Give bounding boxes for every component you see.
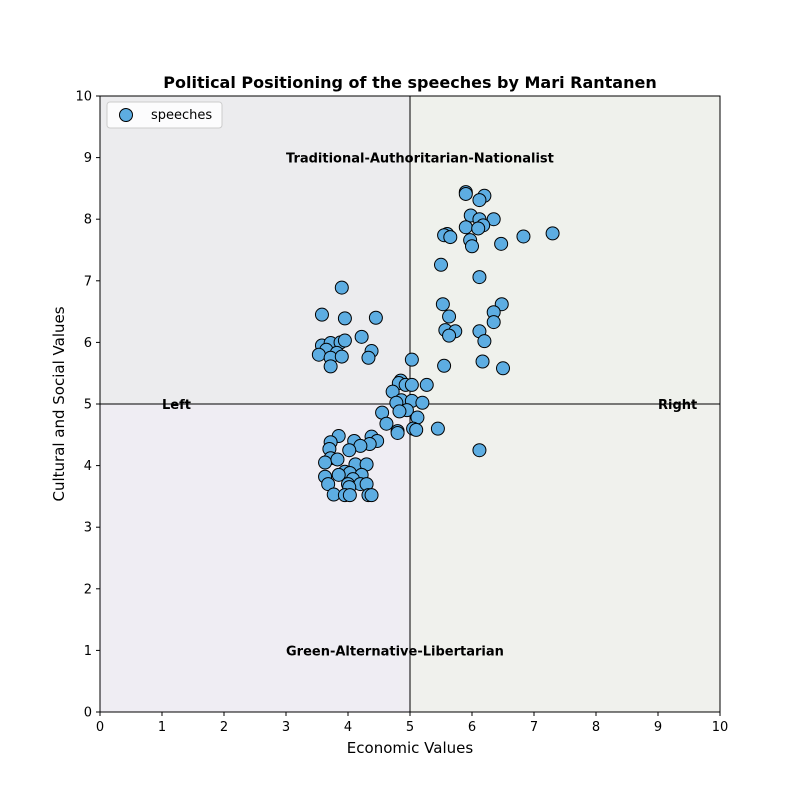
data-point: [443, 230, 458, 245]
data-point: [337, 333, 352, 348]
data-point: [477, 334, 492, 349]
y-tick-label: 3: [84, 521, 92, 536]
y-tick-label: 10: [75, 90, 92, 105]
quadrant-annotations: Traditional-Authoritarian-Nationalist Gre…: [162, 152, 697, 660]
x-tick-label: 4: [344, 720, 352, 735]
x-tick-label: 7: [530, 720, 538, 735]
x-tick-label: 6: [468, 720, 476, 735]
quadrant-backgrounds: [100, 96, 720, 712]
data-point: [318, 455, 333, 470]
x-tick-label: 10: [712, 720, 729, 735]
data-point: [545, 226, 560, 241]
legend-marker: [119, 108, 133, 122]
data-point: [494, 236, 509, 251]
data-point: [379, 416, 394, 431]
data-point: [458, 220, 473, 235]
x-tick-label: 9: [654, 720, 662, 735]
data-point: [472, 193, 487, 208]
data-point: [465, 239, 479, 254]
y-tick-label: 0: [84, 706, 92, 721]
data-point: [415, 395, 430, 410]
quadrant-annotation: Right: [658, 398, 697, 413]
data-point: [361, 350, 376, 365]
data-point: [404, 377, 419, 392]
y-tick-label: 1: [84, 644, 92, 659]
data-point: [334, 349, 349, 364]
data-point: [430, 421, 445, 436]
x-axis-label: Economic Values: [347, 739, 474, 757]
data-point: [472, 443, 487, 458]
y-axis-label: Cultural and Social Values: [50, 306, 68, 501]
data-point: [323, 359, 338, 374]
data-point: [342, 488, 357, 503]
data-point: [311, 347, 326, 362]
data-point: [437, 358, 452, 373]
y-tick-label: 7: [84, 274, 92, 289]
legend-box: [106, 101, 223, 129]
data-point: [337, 311, 352, 326]
x-tick-label: 8: [592, 720, 600, 735]
x-tick-label: 2: [220, 720, 228, 735]
data-point: [486, 315, 501, 330]
data-point: [458, 186, 473, 201]
quadrant-top-right: [410, 96, 720, 404]
data-point: [390, 425, 405, 440]
quadrant-top-left: [100, 96, 410, 404]
data-point: [342, 443, 357, 458]
quadrant-annotation: Left: [162, 398, 191, 413]
quadrant-annotation: Traditional-Authoritarian-Nationalist: [286, 152, 554, 167]
data-point: [471, 221, 486, 236]
x-tick-label: 0: [96, 720, 104, 735]
data-point: [442, 328, 457, 343]
data-point: [392, 404, 407, 419]
quadrant-annotation: Green-Alternative-Libertarian: [286, 644, 504, 659]
x-tick-label: 3: [282, 720, 290, 735]
data-point: [442, 309, 457, 324]
data-point: [516, 229, 531, 244]
data-point: [496, 361, 510, 376]
data-point: [472, 270, 487, 285]
legend: speeches: [106, 101, 223, 129]
data-point: [475, 354, 490, 369]
y-tick-label: 5: [84, 398, 92, 413]
y-tick-label: 4: [84, 459, 92, 474]
data-point: [419, 377, 434, 392]
data-point: [331, 467, 346, 482]
data-point: [368, 310, 383, 325]
y-tick-label: 2: [84, 582, 92, 597]
data-point: [486, 212, 501, 227]
data-point: [409, 422, 424, 437]
data-point: [354, 329, 369, 344]
x-tick-label: 1: [158, 720, 166, 735]
data-point: [364, 488, 379, 503]
quadrant-bottom-left: [100, 404, 410, 712]
y-tick-label: 9: [84, 151, 92, 166]
y-tick-label: 8: [84, 213, 92, 228]
legend-label: speeches: [151, 108, 212, 123]
data-point: [330, 452, 345, 467]
data-point: [434, 257, 448, 272]
data-point: [334, 280, 349, 295]
quadrant-bottom-right: [410, 404, 720, 712]
x-tick-label: 5: [406, 720, 414, 735]
y-axis-ticks: 0 1 2 3 4 5 6 7 8 9 10: [75, 90, 100, 721]
x-axis-ticks: 0 1 2 3 4 5 6 7 8 9 10: [96, 712, 728, 735]
chart-title: Political Positioning of the speeches by…: [163, 73, 656, 92]
data-point: [404, 352, 419, 367]
data-points: [311, 185, 560, 503]
y-tick-label: 6: [84, 336, 92, 351]
data-point: [435, 297, 450, 312]
data-point: [314, 307, 329, 322]
